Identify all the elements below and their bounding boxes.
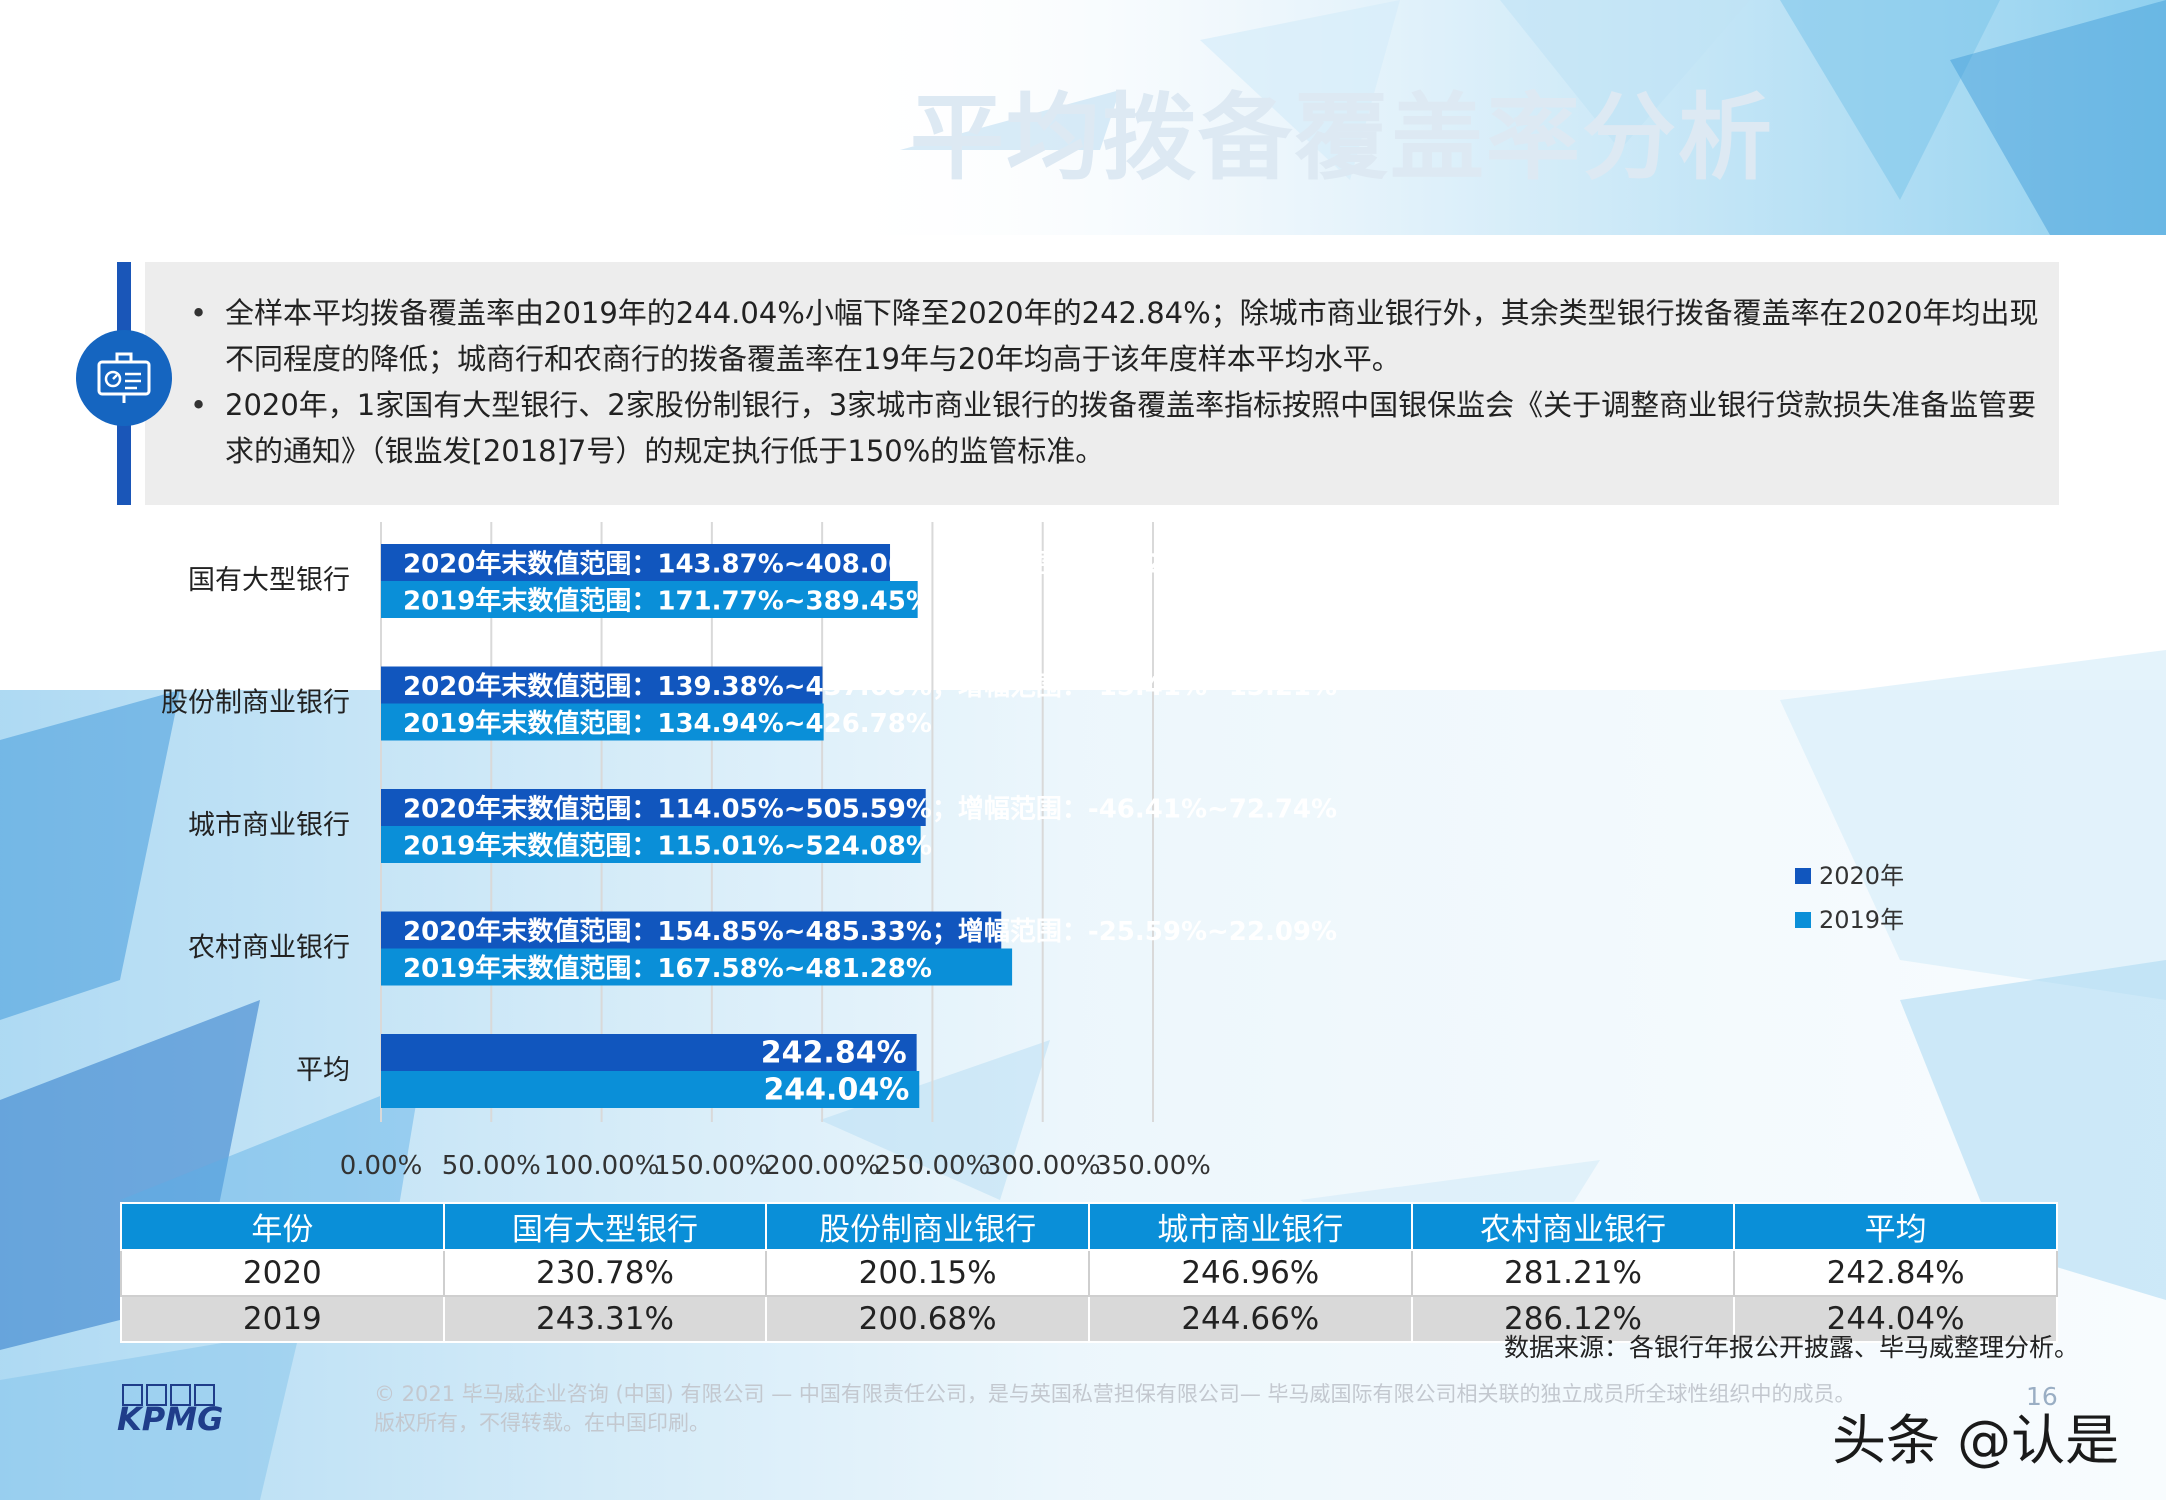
category-label: 股份制商业银行 [161,688,350,719]
table-cell: 244.04% [1733,1295,2058,1343]
legend-label: 2019年 [1819,906,1904,934]
bar-data-label: 2019年末数值范围：115.01%~524.08% [403,831,932,862]
bar [381,826,921,863]
bar [381,789,926,826]
table-header-row: 年份 国有大型银行 股份制商业银行 城市商业银行 农村商业银行 平均 [120,1202,2058,1251]
bar [381,948,1013,986]
coverage-table: 年份 国有大型银行 股份制商业银行 城市商业银行 农村商业银行 平均 2020 … [120,1202,2058,1343]
table-cell: 230.78% [442,1249,768,1297]
bar-data-label: 2019年末数值范围：167.58%~481.28% [403,953,932,984]
table-cell: 281.21% [1410,1249,1736,1297]
data-source-note: 数据来源：各银行年报公开披露、毕马威整理分析。 [1503,1333,2079,1362]
legend-swatch [1795,868,1811,884]
bar [381,581,918,618]
table-cell: 244.66% [1087,1295,1413,1343]
bar [381,666,823,704]
bar-data-label: 2020年末数值范围：139.38%~437.68%；增幅范围：-15.41%~… [403,671,1337,702]
table-cell: 2020 [120,1249,445,1297]
x-tick-label: 150.00% [654,1151,770,1181]
table-header-cell: 农村商业银行 [1410,1202,1736,1251]
legend-label: 2020年 [1819,862,1904,890]
table-header-cell: 股份制商业银行 [765,1202,1090,1251]
category-label: 平均 [296,1055,350,1086]
bar [381,544,891,581]
table-cell: 242.84% [1733,1249,2058,1297]
table-cell: 286.12% [1410,1295,1736,1343]
x-tick-label: 50.00% [442,1151,541,1181]
table-header-cell: 城市商业银行 [1087,1202,1413,1251]
bar-data-label: 242.84% [761,1036,907,1071]
bar-data-label: 244.04% [763,1073,909,1108]
summary-bullets: 全样本平均拨备覆盖率由2019年的244.04%小幅下降至2020年的242.8… [190,290,2040,474]
copyright-footer: © 2021 毕马威企业咨询 (中国) 有限公司 — 中国有限责任公司，是与英国… [374,1382,1856,1435]
table-header-cell: 平均 [1733,1202,2058,1251]
bar-data-label: 2019年末数值范围：134.94%~426.78% [403,708,932,739]
table-cell: 246.96% [1087,1249,1413,1297]
bar-data-label: 2019年末数值范围：171.77%~389.45% [403,586,932,617]
table-cell: 243.31% [442,1295,768,1343]
legend-swatch [1795,912,1811,928]
summary-bullet: 全样本平均拨备覆盖率由2019年的244.04%小幅下降至2020年的242.8… [190,290,2040,382]
bar [381,1071,920,1108]
table-cell: 200.68% [765,1295,1090,1343]
bar [381,703,824,741]
category-label: 农村商业银行 [188,933,350,964]
x-tick-label: 0.00% [340,1151,423,1181]
watermark: 头条 @认是 [1832,1409,2120,1472]
bar-data-label: 2020年末数值范围：154.85%~485.33%；增幅范围：-25.59%~… [403,916,1337,947]
x-tick-label: 350.00% [1095,1151,1211,1181]
bar-data-label: 2020年末数值范围：143.87%~408.06%；增幅范围：-16.24%~… [403,549,1319,580]
bar [381,911,1002,949]
summary-bullet: 2020年，1家国有大型银行、2家股份制银行，3家城市商业银行的拨备覆盖率指标按… [190,382,2040,474]
x-tick-label: 250.00% [875,1151,991,1181]
x-tick-label: 200.00% [764,1151,880,1181]
x-tick-label: 100.00% [544,1151,660,1181]
category-label: 城市商业银行 [188,810,350,841]
bar-data-label: 2020年末数值范围：114.05%~505.59%；增幅范围：-46.41%~… [403,794,1337,825]
table-header-cell: 国有大型银行 [442,1202,768,1251]
page-number: 16 [2026,1382,2058,1411]
table-row: 2020 230.78% 200.15% 246.96% 281.21% 242… [120,1249,2058,1297]
kpmg-logo: KPMG [117,1400,224,1438]
table-cell: 2019 [120,1295,445,1343]
table-row: 2019 243.31% 200.68% 244.66% 286.12% 244… [120,1295,2058,1343]
kpmg-logo-blocks [122,1384,215,1406]
table-header-cell: 年份 [120,1202,445,1251]
category-label: 国有大型银行 [188,565,350,596]
x-tick-label: 300.00% [985,1151,1101,1181]
page-title: 平均拨备覆盖率分析 [910,84,1775,193]
table-cell: 200.15% [765,1249,1090,1297]
bar [381,1034,917,1071]
presentation-board-icon [76,330,172,426]
